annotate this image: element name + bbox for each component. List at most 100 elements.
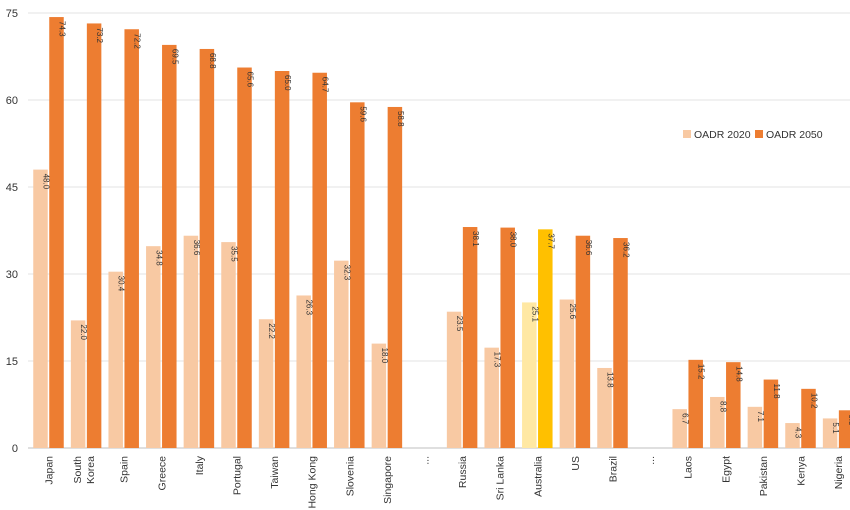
bar [86, 23, 102, 448]
bar [801, 388, 816, 448]
bar [446, 311, 462, 448]
data-label: 72.2 [133, 33, 142, 49]
bars [33, 17, 850, 449]
data-label: 25.1 [530, 306, 539, 322]
bar [672, 409, 687, 448]
data-label: 48.0 [42, 174, 51, 190]
legend-swatch [755, 130, 763, 138]
data-label: 17.3 [493, 352, 502, 368]
y-tick-label: 30 [6, 269, 18, 281]
bar [258, 319, 274, 448]
x-tick-label: US [570, 456, 582, 471]
data-label: 65.0 [283, 75, 292, 91]
x-tick-label: Singapore [382, 456, 394, 504]
data-label: 30.4 [117, 276, 126, 292]
bar [597, 367, 612, 448]
data-label: 34.8 [154, 250, 163, 266]
data-label: 14.8 [734, 366, 743, 382]
x-tick-label: Japan [44, 456, 56, 485]
x-tick-label: Italy [194, 455, 206, 475]
data-label: 25.6 [568, 304, 577, 320]
bar [162, 44, 177, 449]
bar [785, 423, 800, 448]
data-label: 11.8 [772, 384, 781, 400]
data-label: 35.5 [230, 246, 239, 262]
data-label: 7.1 [756, 411, 765, 423]
data-label: 38.1 [471, 231, 480, 247]
bar [274, 71, 290, 448]
x-tick-label: Taiwan [269, 456, 281, 489]
bar [183, 235, 199, 448]
data-label: 4.3 [794, 427, 803, 439]
x-tick-label: Laos [683, 456, 695, 479]
bar [312, 72, 327, 449]
bar [387, 106, 403, 449]
data-label: 10.2 [810, 393, 819, 409]
bar [237, 67, 252, 449]
x-tick-label: Spain [119, 456, 131, 483]
data-label: 68.8 [208, 53, 217, 69]
x-tick-label: ... [645, 456, 657, 465]
bar [124, 29, 139, 449]
legend-label: OADR 2050 [766, 129, 823, 141]
x-tick-label: Russia [457, 456, 469, 488]
bar [710, 396, 725, 448]
bar [350, 102, 365, 448]
data-label: 69.5 [170, 49, 179, 65]
data-label: 23.5 [455, 316, 464, 332]
x-tick-label-part: Korea [85, 456, 97, 484]
bar [726, 362, 741, 448]
bar [462, 227, 478, 448]
data-label: 8.8 [718, 401, 727, 413]
legend-swatch [683, 130, 691, 138]
bar [484, 347, 499, 448]
data-label: 74.3 [58, 21, 67, 37]
data-label: 18.0 [380, 348, 389, 364]
x-tick-label: Greece [156, 456, 168, 491]
data-label: 5.1 [831, 422, 840, 434]
data-label: 15.2 [697, 364, 706, 380]
data-label: 13.8 [606, 372, 615, 388]
data-label: 58.8 [396, 111, 405, 127]
x-tick-label: Slovenia [344, 456, 356, 496]
data-label: 73.2 [95, 27, 104, 43]
axes: 0 15 30 45 60 75 Japan South Korea Spain Greece Ita… [6, 8, 845, 509]
bar [522, 302, 537, 448]
bar [371, 343, 387, 448]
data-label: 22.2 [267, 323, 276, 339]
x-tick-label: Australia [532, 456, 544, 497]
x-tick-label: Kenya [796, 456, 808, 486]
bar [822, 418, 838, 448]
data-label: 6.5 [847, 414, 850, 426]
data-label: 64.7 [321, 77, 330, 93]
bar [763, 379, 779, 448]
y-tick-label: 60 [6, 95, 18, 107]
bar [70, 320, 86, 448]
bar [33, 169, 48, 448]
y-tick-label: 0 [12, 443, 18, 455]
data-label: 36.6 [584, 240, 593, 256]
bar [500, 227, 515, 448]
x-tick-label: ... [420, 456, 432, 465]
x-tick-label: Brazil [608, 456, 620, 482]
data-label: 37.7 [546, 233, 555, 249]
x-tick-label: Egypt [720, 456, 732, 483]
bar [613, 238, 628, 448]
x-tick-label: Portugal [232, 456, 244, 495]
x-tick-label-part: South [72, 456, 84, 484]
data-label: 22.0 [79, 324, 88, 340]
data-label: 32.3 [342, 265, 351, 281]
bar [108, 271, 123, 448]
data-label: 26.3 [305, 299, 314, 315]
bar [199, 48, 215, 449]
bar [334, 260, 349, 448]
x-tick-label: Hong Kong [307, 456, 319, 509]
legend-label: OADR 2020 [694, 129, 751, 141]
y-tick-label: 45 [6, 182, 18, 194]
bar [838, 410, 850, 448]
data-label: 59.6 [358, 106, 367, 122]
data-label: 36.2 [622, 242, 631, 258]
bar [49, 17, 64, 449]
